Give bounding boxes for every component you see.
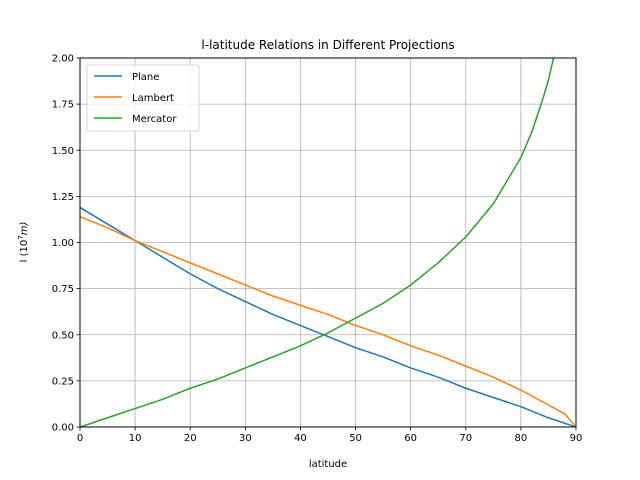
- y-axis-label-base: l (10: [19, 240, 30, 263]
- x-tick-label: 50: [349, 433, 362, 444]
- x-tick-label: 80: [515, 433, 528, 444]
- y-tick-label: 0.00: [52, 423, 74, 434]
- y-tick-label: 2.00: [52, 54, 74, 65]
- series-line-plane: [80, 206, 576, 427]
- series-line-lambert: [80, 215, 576, 427]
- x-tick-label: 0: [77, 433, 83, 444]
- y-tick-label: 0.75: [52, 284, 74, 295]
- x-tick-label: 20: [184, 433, 197, 444]
- y-axis-label: l (107m): [17, 222, 30, 263]
- x-tick-label: 90: [570, 433, 583, 444]
- ticks: 0 10 20 30 40 50 60 70 80 90 0.00 0.25 0.50 0.75 1.00 1…: [52, 54, 583, 445]
- y-tick-label: 1.25: [52, 192, 74, 203]
- y-tick-label: 1.75: [52, 100, 74, 111]
- legend-label-mercator: Mercator: [132, 114, 177, 125]
- y-tick-label: 0.50: [52, 330, 74, 341]
- legend-box: [86, 64, 200, 132]
- series-lines: [80, 58, 576, 427]
- x-axis-label: latitude: [309, 459, 347, 470]
- y-axis-label-unit: m): [19, 222, 30, 236]
- chart-title: l-latitude Relations in Different Projec…: [201, 38, 454, 52]
- y-tick-label: 1.50: [52, 146, 74, 157]
- legend-label-plane: Plane: [132, 72, 159, 83]
- x-tick-label: 40: [294, 433, 307, 444]
- series-line-mercator: [80, 58, 555, 427]
- x-tick-label: 70: [459, 433, 472, 444]
- y-axis-label-exp: 7: [17, 235, 25, 239]
- x-tick-label: 60: [404, 433, 417, 444]
- x-tick-label: 10: [129, 433, 142, 444]
- legend: Plane Lambert Mercator: [86, 64, 200, 132]
- legend-label-lambert: Lambert: [132, 93, 174, 104]
- y-tick-label: 0.25: [52, 376, 74, 387]
- y-tick-label: 1.00: [52, 238, 74, 249]
- x-tick-label: 30: [239, 433, 252, 444]
